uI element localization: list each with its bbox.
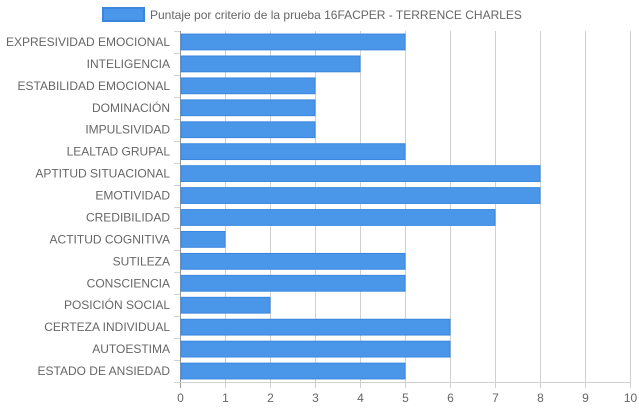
bar[interactable] — [180, 274, 406, 292]
category-label: CERTEZA INDIVIDUAL — [44, 320, 170, 334]
category-label: INTELIGENCIA — [87, 57, 170, 71]
bar[interactable] — [180, 165, 541, 182]
category-label: EXPRESIVIDAD EMOCIONAL — [6, 35, 170, 49]
legend[interactable]: Puntaje por criterio de la prueba 16FACP… — [102, 7, 522, 22]
category-label: AUTOESTIMA — [92, 342, 170, 356]
x-tick-label: 5 — [402, 391, 409, 405]
category-label: APTITUD SITUACIONAL — [35, 167, 170, 181]
x-tick-label: 4 — [357, 391, 364, 405]
x-tick-label: 0 — [177, 391, 184, 405]
bar[interactable] — [180, 340, 451, 358]
x-tick-label: 7 — [492, 391, 499, 405]
bar[interactable] — [180, 55, 361, 73]
bar[interactable] — [180, 99, 316, 117]
bar[interactable] — [180, 318, 451, 336]
bar[interactable] — [180, 187, 541, 204]
category-label: IMPULSIVIDAD — [85, 123, 170, 137]
bar[interactable] — [180, 231, 226, 248]
x-tick-label: 3 — [312, 391, 319, 405]
category-label: LEALTAD GRUPAL — [67, 145, 171, 159]
category-label: ACTITUD COGNITIVA — [50, 232, 170, 246]
bar[interactable] — [180, 33, 406, 51]
bar[interactable] — [180, 77, 316, 95]
category-label: CREDIBILIDAD — [86, 210, 170, 224]
bar[interactable] — [180, 296, 271, 314]
x-tick-label: 6 — [447, 391, 454, 405]
legend-label: Puntaje por criterio de la prueba 16FACP… — [150, 8, 522, 22]
x-tick-label: 10 — [624, 391, 638, 405]
x-tick-label: 9 — [582, 391, 589, 405]
category-label: EMOTIVIDAD — [95, 189, 170, 203]
x-tick-labels: 0 1 2 3 4 5 6 7 8 9 10 — [177, 391, 637, 405]
bar[interactable] — [180, 362, 406, 380]
category-labels: EXPRESIVIDAD EMOCIONAL INTELIGENCIA ESTABI… — [6, 35, 170, 378]
category-label: POSICIÓN SOCIAL — [64, 297, 170, 312]
category-label: SUTILEZA — [113, 254, 170, 268]
bar[interactable] — [180, 121, 316, 139]
x-tick-label: 8 — [537, 391, 544, 405]
x-tick-label: 2 — [267, 391, 274, 405]
bars — [180, 33, 541, 380]
category-label: CONSCIENCIA — [87, 276, 170, 290]
bar[interactable] — [180, 209, 496, 226]
bar[interactable] — [180, 143, 406, 161]
category-label: ESTADO DE ANSIEDAD — [38, 364, 171, 378]
category-label: DOMINACIÓN — [92, 100, 170, 115]
bar[interactable] — [180, 252, 406, 270]
x-tick-label: 1 — [222, 391, 229, 405]
category-label: ESTABILIDAD EMOCIONAL — [18, 79, 171, 93]
legend-swatch — [102, 7, 145, 22]
